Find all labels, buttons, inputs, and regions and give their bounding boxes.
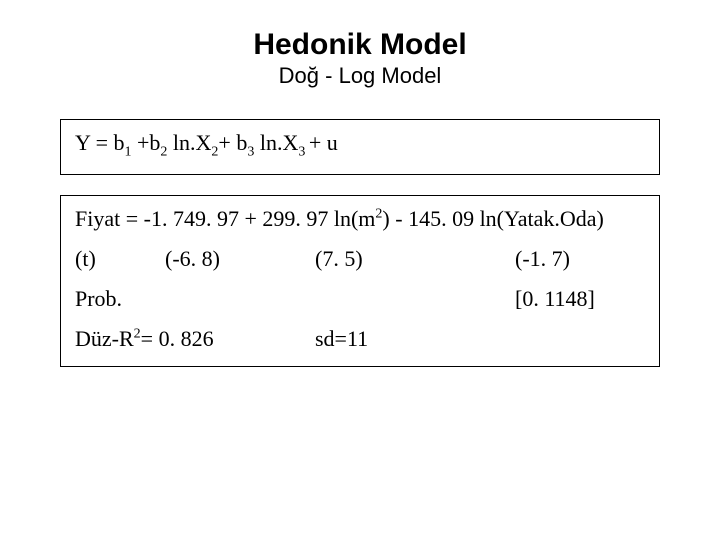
fitted-equation: Fiyat = -1. 749. 97 + 299. 97 ln(m2) - 1… [75,206,645,232]
general-equation: Y = b1 +b2 ln.X2+ b3 ln.X3 + u [75,130,338,155]
prob-value: [0. 1148] [515,286,645,312]
page-title: Hedonik Model [0,0,720,61]
prob-label: Prob. [75,286,165,312]
adjusted-r2: Düz-R2= 0. 826 [75,326,315,352]
page-subtitle: Doğ - Log Model [0,63,720,89]
prob-spacer2 [315,286,515,312]
fit-row: Düz-R2= 0. 826 sd=11 [75,326,645,352]
t-value-3: (-1. 7) [515,246,645,272]
results-box: Fiyat = -1. 749. 97 + 299. 97 ln(m2) - 1… [60,195,660,367]
prob-spacer1 [165,286,315,312]
t-value-1: (-6. 8) [165,246,315,272]
prob-row: Prob. [0. 1148] [75,286,645,312]
sd-value: sd=11 [315,326,368,352]
t-label: (t) [75,246,165,272]
general-equation-box: Y = b1 +b2 ln.X2+ b3 ln.X3 + u [60,119,660,175]
t-value-2: (7. 5) [315,246,515,272]
t-stat-row: (t) (-6. 8) (7. 5) (-1. 7) [75,246,645,272]
